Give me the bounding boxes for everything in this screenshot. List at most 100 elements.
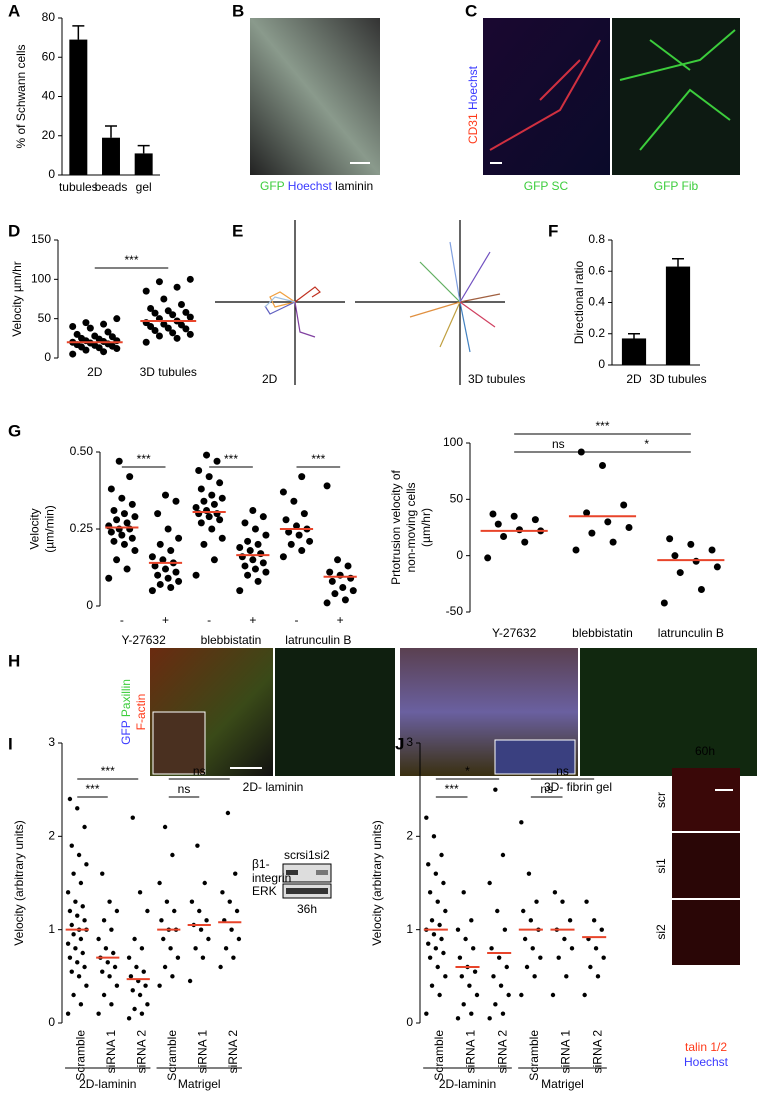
band-label: β1- [252, 857, 270, 871]
point [500, 852, 506, 858]
error-bar [672, 258, 684, 267]
point [65, 1011, 71, 1016]
point [233, 871, 238, 876]
point [249, 556, 257, 564]
x-tick-label: siRNA 1 [104, 1030, 118, 1074]
group-label: blebbistatin [201, 633, 262, 647]
point [151, 309, 159, 317]
point [114, 908, 120, 914]
point [108, 333, 116, 341]
point [567, 918, 573, 923]
group-label: Y-27632 [122, 633, 167, 647]
point [113, 556, 121, 564]
y-tick-label: 60 [42, 49, 56, 63]
error-bar [628, 333, 640, 339]
point [584, 899, 589, 904]
point [331, 590, 339, 598]
point [285, 528, 293, 536]
point [177, 301, 185, 309]
point [200, 540, 208, 548]
point [241, 519, 249, 527]
point [96, 1011, 101, 1016]
x-tick-label: siRNA 1 [195, 1030, 209, 1074]
y-tick-label: 0.25 [70, 521, 94, 535]
side-label: CD31 Hoechst [466, 65, 480, 144]
band [286, 888, 328, 894]
panel-label: C [465, 1, 477, 20]
point [67, 908, 73, 914]
point [173, 334, 181, 342]
panel-label: B [232, 1, 244, 20]
point [71, 932, 76, 937]
inset [152, 711, 206, 775]
x-tick-label: Scramble [165, 1030, 179, 1081]
error-bar [137, 144, 150, 154]
point [601, 955, 606, 960]
point [484, 554, 492, 562]
point [80, 904, 85, 909]
point [193, 946, 198, 951]
panel-label: H [8, 651, 20, 670]
bar [69, 39, 88, 176]
point [498, 983, 504, 988]
point [101, 992, 107, 998]
point [114, 983, 120, 988]
point [510, 512, 518, 520]
lane-label: si1 [299, 848, 315, 862]
row-label: scr [654, 792, 668, 808]
point [583, 509, 591, 517]
point [78, 936, 84, 942]
point [439, 936, 444, 942]
y-tick-label: 0 [456, 548, 463, 562]
error-bar [105, 125, 117, 138]
point [599, 927, 604, 932]
point [491, 974, 496, 979]
point [595, 974, 601, 979]
point [175, 577, 183, 585]
point [123, 519, 131, 527]
point [500, 1011, 506, 1016]
point [172, 568, 180, 576]
point [197, 519, 205, 527]
point [172, 908, 177, 914]
point [259, 559, 267, 567]
point [84, 862, 89, 867]
point [708, 546, 716, 554]
point [560, 899, 565, 904]
point [134, 964, 139, 970]
point [100, 871, 105, 876]
y-tick-label: 50 [38, 311, 52, 325]
side-label: GFP Paxillin [119, 679, 133, 745]
point [300, 510, 308, 518]
point [236, 936, 242, 942]
band [316, 870, 328, 875]
point [249, 507, 257, 515]
significance-label: ns [178, 782, 191, 796]
band-label: integrin [252, 871, 291, 885]
point [489, 946, 494, 951]
point [200, 497, 208, 505]
point [109, 1002, 114, 1007]
point [531, 516, 539, 524]
point [139, 946, 145, 951]
group-label: 2D-laminin [79, 1077, 136, 1091]
point [69, 843, 74, 848]
caption: 2D- laminin [243, 780, 304, 794]
point [164, 525, 172, 533]
point [205, 473, 213, 481]
point [173, 283, 181, 291]
y-tick-label: 2 [48, 829, 55, 843]
significance-label: ns [540, 782, 553, 796]
panel-label: D [8, 221, 20, 240]
point [251, 565, 259, 573]
point [107, 974, 112, 979]
point [216, 479, 224, 487]
point [521, 538, 529, 546]
x-tick-label: blebbistatin [572, 626, 633, 640]
point [223, 946, 229, 951]
x-tick-label: siRNA 1 [559, 1030, 573, 1074]
y-tick-label: -50 [446, 604, 464, 618]
y-axis-label: (µm/min) [43, 505, 57, 553]
point [246, 547, 254, 555]
point [433, 871, 439, 876]
